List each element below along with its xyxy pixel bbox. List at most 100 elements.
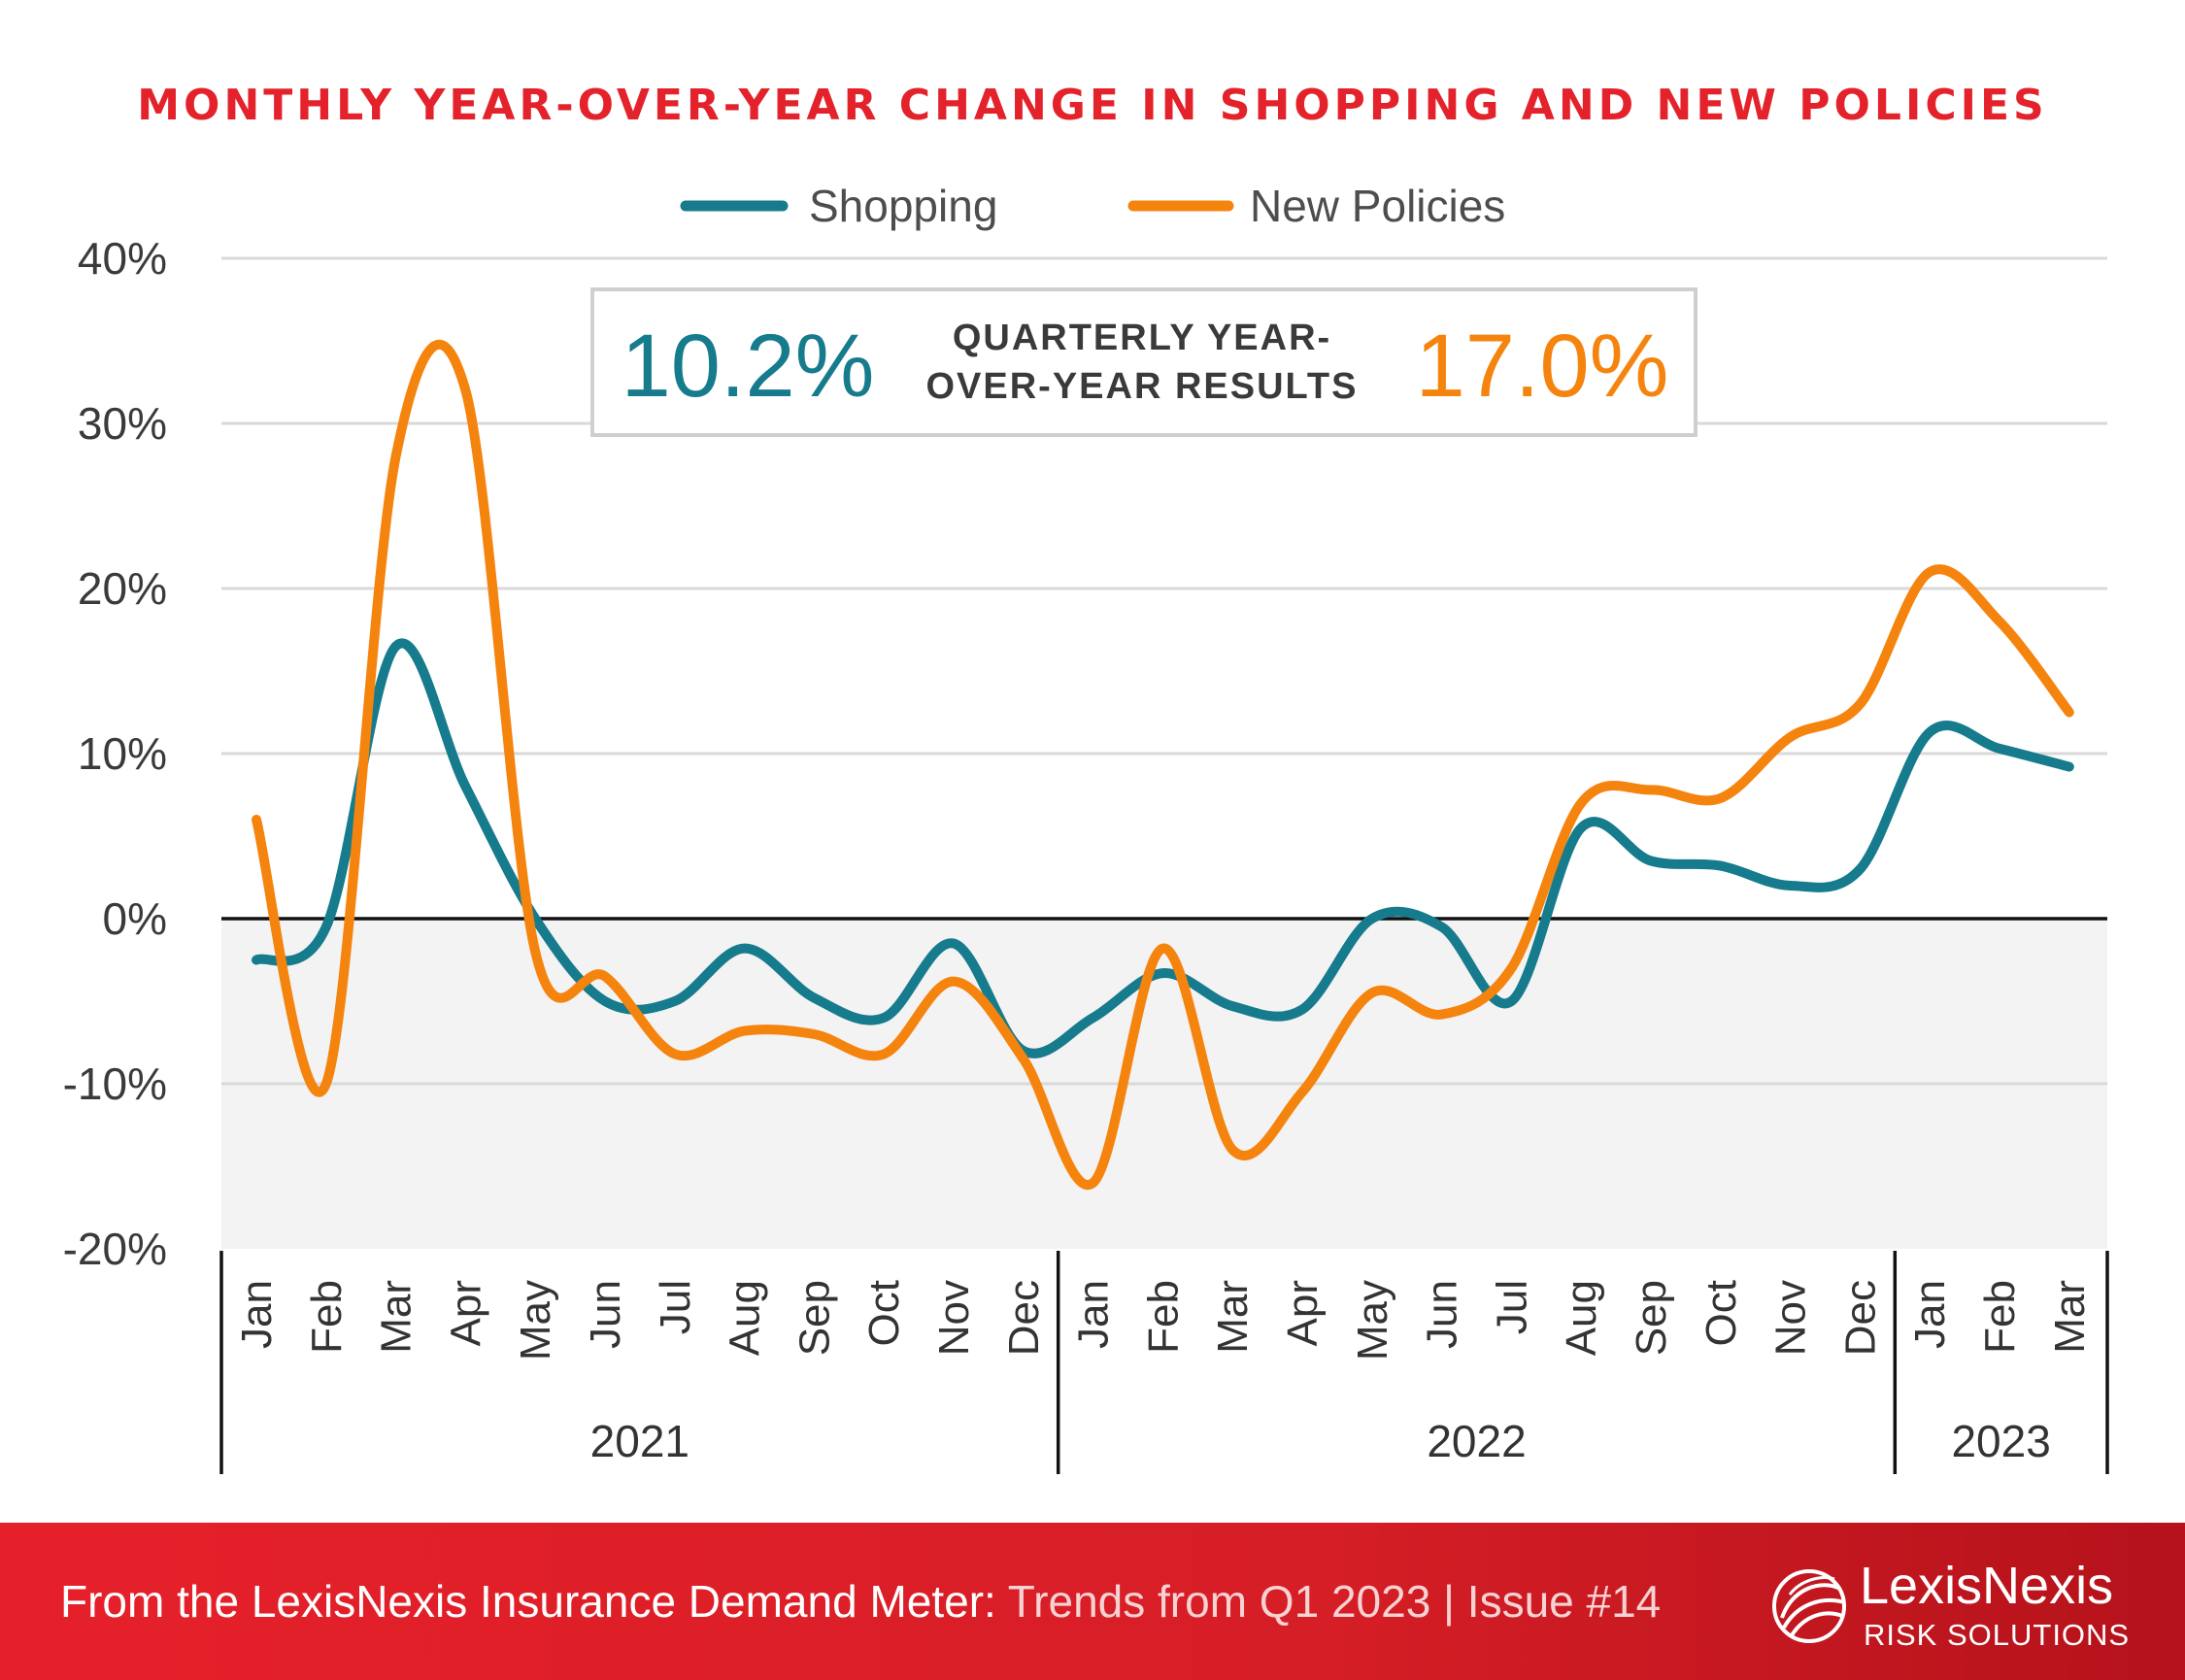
x-tick-label: Dec [1836,1280,1884,1356]
data-point-new-policies [1860,704,1861,705]
x-tick-label: Jun [1419,1280,1466,1349]
data-point-shopping [1092,1018,1093,1019]
data-point-shopping [605,1001,606,1002]
x-tick-label: Nov [1767,1280,1815,1356]
data-point-new-policies [535,952,536,953]
data-point-new-policies [1232,1150,1233,1151]
data-point-shopping [1651,860,1652,861]
data-point-shopping [535,919,536,920]
data-point-new-policies [256,820,257,821]
globe-swirl-icon [1772,1569,1846,1643]
data-point-new-policies [674,1054,675,1055]
quarterly-results-frame [590,287,1698,437]
x-tick-label: Oct [1698,1280,1745,1346]
data-point-new-policies [1371,992,1372,993]
data-point-shopping [1790,886,1791,887]
data-point-new-policies [1023,1058,1024,1059]
y-tick-label: 40% [78,233,167,284]
y-tick-label: 0% [103,893,167,944]
x-tick-label: Feb [303,1280,351,1354]
y-tick-label: 20% [78,563,167,614]
data-point-shopping [954,943,955,944]
data-point-shopping [2068,766,2069,767]
data-point-new-policies [1511,968,1512,969]
x-tick-label: Jan [1070,1280,1118,1349]
data-point-new-policies [2068,712,2069,713]
legend-label-shopping: Shopping [809,181,997,231]
chart-title: MONTHLY YEAR-OVER-YEAR CHANGE IN SHOPPIN… [137,81,2047,130]
x-tick-label: Jan [1906,1280,1954,1349]
y-tick-label: 10% [78,728,167,779]
data-point-shopping [1720,865,1721,866]
quarterly-shopping-value: 10.2% [622,317,875,416]
y-tick-label: -20% [63,1224,167,1274]
data-point-shopping [325,926,326,927]
footer-source-strong: From the LexisNexis Insurance Demand Met… [60,1576,996,1627]
data-point-new-policies [325,1084,326,1085]
x-tick-label: Sep [790,1280,838,1356]
data-point-shopping [1581,827,1582,828]
legend: Shopping New Policies [680,181,1505,231]
y-axis-ticks: -20% -10% 0% 10% 20% 30% 40% [63,233,167,1274]
data-point-shopping [1371,919,1372,920]
data-point-new-policies [1441,1014,1442,1015]
x-tick-label: May [1349,1280,1396,1361]
data-point-shopping [1023,1051,1024,1052]
x-tick-label: May [512,1280,559,1361]
data-point-shopping [1162,973,1163,974]
x-tick-label: Jun [582,1280,629,1349]
data-point-new-policies [605,976,606,977]
data-point-shopping [465,787,466,788]
x-tick-label: Mar [373,1280,420,1354]
x-tick-label: Feb [1976,1280,2024,1354]
quarterly-label-line1: QUARTERLY YEAR- [953,318,1331,358]
data-point-new-policies [744,1030,745,1031]
data-point-shopping [1441,926,1442,927]
footer-source: From the LexisNexis Insurance Demand Met… [60,1575,1661,1628]
footer-source-light: Trends from Q1 2023 | Issue #14 [995,1576,1662,1627]
quarterly-results-box: 10.2% QUARTERLY YEAR- OVER-YEAR RESULTS … [590,287,1698,437]
x-tick-label: Dec [1000,1280,1048,1356]
data-point-new-policies [1162,948,1163,949]
x-tick-label: Jul [652,1280,699,1334]
quarterly-label-line2: OVER-YEAR RESULTS [925,366,1358,407]
quarterly-new-policies-value: 17.0% [1416,317,1669,416]
x-tick-label: Apr [1279,1280,1327,1346]
y-tick-label: -10% [63,1058,167,1109]
data-point-new-policies [1720,797,1721,798]
data-point-new-policies [884,1054,885,1055]
data-point-shopping [814,997,815,998]
year-label: 2021 [590,1416,689,1466]
logo-subtitle: RISK SOLUTIONS [1864,1618,2131,1652]
data-point-shopping [256,959,257,960]
data-point-new-policies [954,981,955,982]
data-point-shopping [744,948,745,949]
series-line-new-policies [252,339,2074,1191]
data-point-new-policies [1092,1183,1093,1184]
x-tick-label: Aug [1558,1280,1605,1356]
data-point-new-policies [1790,737,1791,738]
data-point-new-policies [465,390,466,391]
data-point-shopping [395,646,396,647]
data-point-shopping [884,1018,885,1019]
x-tick-label: Jan [233,1280,281,1349]
lexisnexis-logo: LexisNexis RISK SOLUTIONS [1763,1550,2151,1666]
data-point-shopping [1860,869,1861,870]
x-tick-label: Oct [860,1280,908,1346]
data-point-new-policies [395,456,396,457]
data-point-new-policies [1581,803,1582,804]
data-point-shopping [1302,1009,1303,1010]
x-axis: Jan Feb Mar Apr May Jun Jul Aug Sep Oct Nov Dec Jan F… [219,1251,2109,1474]
data-point-shopping [1232,1006,1233,1007]
series-line-shopping [252,638,2074,1058]
x-tick-label: Nov [930,1280,978,1356]
x-tick-label: Aug [722,1280,769,1356]
x-tick-label: Apr [442,1280,489,1346]
x-tick-label: Feb [1139,1280,1187,1354]
data-point-new-policies [1930,572,1931,573]
data-point-shopping [1930,731,1931,732]
data-point-new-policies [814,1034,815,1035]
x-tick-label: Mar [2046,1280,2094,1354]
year-label: 2022 [1427,1416,1526,1466]
data-point-shopping [1511,1001,1512,1002]
